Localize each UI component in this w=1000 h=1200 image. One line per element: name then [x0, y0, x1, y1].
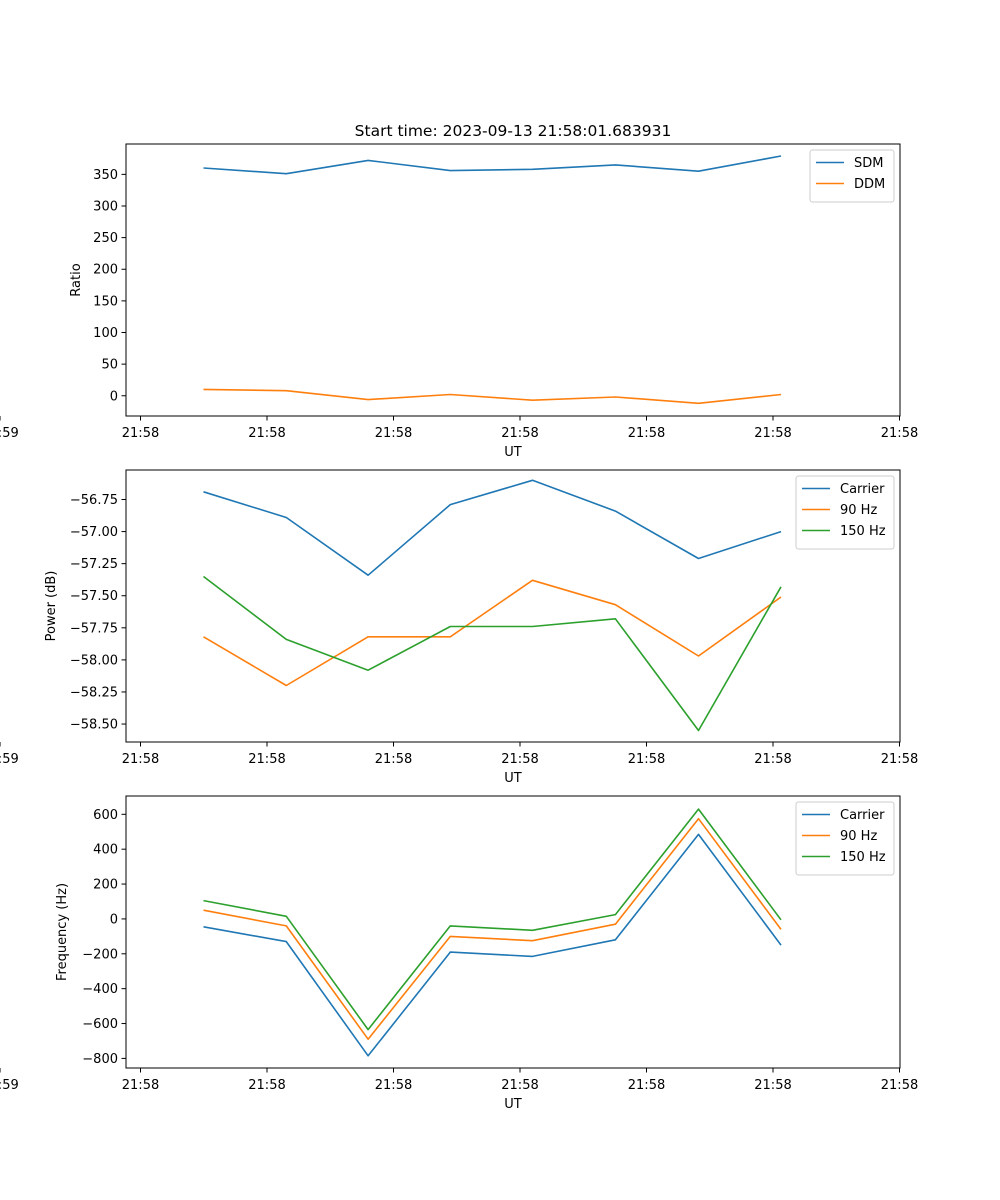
y-axis-label: Frequency (Hz) [55, 883, 70, 981]
subplots: 21:58 21:58 21:58 21:58 21:58 21:58 21:58 21:59… [0, 143, 918, 1112]
series-line-ddm [203, 388, 782, 405]
y-tick-label: 50 [101, 358, 118, 373]
y-tick-label: −56.75 [70, 493, 118, 508]
x-tick-label: 21:58 [375, 426, 412, 441]
y-tick-label: −200 [82, 947, 118, 962]
legend-label: 150 Hz [840, 524, 886, 539]
series-line-150-hz [203, 575, 782, 732]
x-tick-label: 21:58 [881, 1078, 918, 1093]
x-tick-label: 21:58 [881, 752, 918, 767]
y-tick-label: 200 [93, 263, 118, 278]
y-tick-label: 350 [93, 168, 118, 183]
y-tick-label: 200 [93, 878, 118, 893]
subplot-3: 21:58 21:58 21:58 21:58 21:58 21:58 21:58 21:59… [0, 795, 918, 1112]
x-tick-label: 21:58 [881, 426, 918, 441]
x-tick-label: 21:58 [375, 1078, 412, 1093]
x-tick-label: 21:58 [628, 426, 665, 441]
x-axis-label: UT [504, 445, 522, 460]
x-tick-label: 21:58 [122, 1078, 159, 1093]
y-axis-label: Ratio [69, 263, 84, 296]
legend: Carrier 90 Hz 150 Hz [795, 475, 895, 550]
x-tick-label: 21:58 [501, 426, 538, 441]
x-tick-label: 21:58 [754, 426, 791, 441]
legend-label: DDM [854, 177, 885, 192]
y-tick-label: 100 [93, 326, 118, 341]
x-tick-label: 21:59 [0, 752, 19, 767]
legend-label: SDM [854, 156, 883, 171]
x-tick-label: 21:58 [754, 752, 791, 767]
y-tick-label: −57.50 [70, 589, 118, 604]
series-line-carrier [203, 479, 782, 577]
y-tick-label: −400 [82, 982, 118, 997]
x-tick-label: 21:58 [122, 426, 159, 441]
figure-title: Start time: 2023-09-13 21:58:01.683931 [355, 122, 672, 140]
y-tick-label: 400 [93, 843, 118, 858]
x-tick-label: 21:58 [501, 752, 538, 767]
y-tick-label: −58.50 [70, 718, 118, 733]
legend-label: 90 Hz [840, 829, 877, 844]
y-tick-label: 0 [110, 912, 118, 927]
series-line-90-hz [203, 817, 782, 1040]
y-tick-label: −57.25 [70, 557, 118, 572]
y-tick-label: 600 [93, 808, 118, 823]
x-axis-label: UT [504, 771, 522, 786]
subplot-1: 21:58 21:58 21:58 21:58 21:58 21:58 21:58 21:59… [0, 143, 918, 460]
y-tick-label: 0 [110, 389, 118, 404]
y-tick-label: 300 [93, 199, 118, 214]
y-tick-label: 150 [93, 294, 118, 309]
x-tick-label: 21:58 [754, 1078, 791, 1093]
x-tick-label: 21:58 [375, 752, 412, 767]
y-tick-label: −57.75 [70, 621, 118, 636]
series-line-sdm [203, 155, 782, 175]
x-tick-label: 21:58 [248, 426, 285, 441]
x-tick-label: 21:58 [248, 752, 285, 767]
legend: SDM DDM [809, 149, 895, 203]
legend-label: 150 Hz [840, 850, 886, 865]
x-tick-label: 21:59 [0, 426, 19, 441]
axes-frame [125, 469, 901, 743]
axes-frame [125, 795, 901, 1069]
y-tick-label: 250 [93, 231, 118, 246]
y-axis-label: Power (dB) [44, 571, 59, 642]
series-line-150-hz [203, 808, 782, 1031]
legend-label: Carrier [840, 808, 885, 823]
series-line-90-hz [203, 579, 782, 687]
subplot-2: 21:58 21:58 21:58 21:58 21:58 21:58 21:58 21:59… [0, 469, 918, 786]
x-tick-label: 21:58 [248, 1078, 285, 1093]
x-tick-label: 21:58 [122, 752, 159, 767]
x-tick-label: 21:58 [628, 752, 665, 767]
y-tick-label: −58.25 [70, 685, 118, 700]
y-tick-label: −600 [82, 1017, 118, 1032]
y-tick-label: −800 [82, 1052, 118, 1067]
axes-frame [125, 143, 901, 417]
y-tick-label: −57.00 [70, 525, 118, 540]
legend-label: 90 Hz [840, 503, 877, 518]
x-tick-label: 21:58 [628, 1078, 665, 1093]
x-axis-label: UT [504, 1097, 522, 1112]
y-tick-label: −58.00 [70, 653, 118, 668]
legend: Carrier 90 Hz 150 Hz [795, 801, 895, 876]
x-tick-label: 21:59 [0, 1078, 19, 1093]
x-tick-label: 21:58 [501, 1078, 538, 1093]
legend-label: Carrier [840, 482, 885, 497]
series-line-carrier [203, 833, 782, 1057]
